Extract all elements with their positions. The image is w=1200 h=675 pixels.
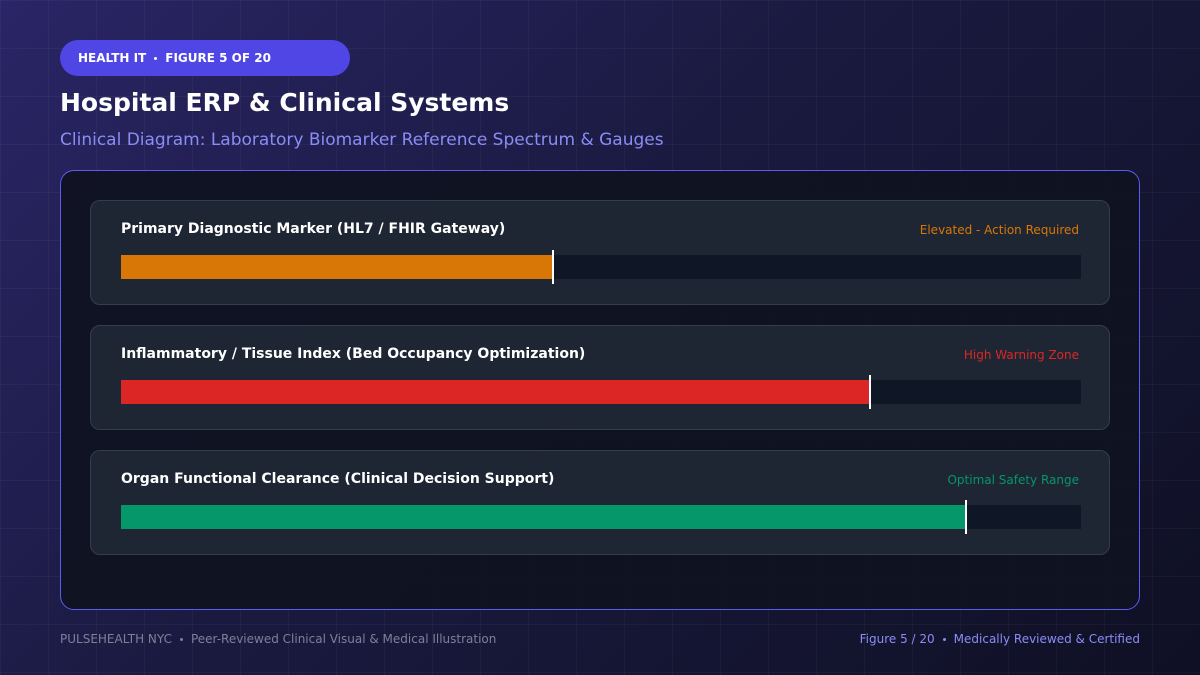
gauge-track xyxy=(121,375,1081,409)
subtitle: Clinical Diagram: Laboratory Biomarker R… xyxy=(60,130,664,150)
badge-text: HEALTH IT xyxy=(78,51,147,65)
footer-right: Figure 5 / 20 Medically Reviewed & Certi… xyxy=(860,632,1140,646)
gauge-track xyxy=(121,500,1081,534)
gauge-label: Organ Functional Clearance (Clinical Dec… xyxy=(121,471,555,487)
footer-text: Medically Reviewed & Certified xyxy=(953,632,1140,646)
gauge-status: Elevated - Action Required xyxy=(919,223,1079,237)
gauge-bar xyxy=(121,380,870,404)
gauge-panel: Primary Diagnostic Marker (HL7 / FHIR Ga… xyxy=(60,170,1140,610)
gauge-marker xyxy=(868,375,871,409)
separator xyxy=(179,637,183,641)
gauge-track xyxy=(121,250,1081,284)
footer-left: PULSEHEALTH NYC Peer-Reviewed Clinical V… xyxy=(60,632,496,646)
footer-text: PULSEHEALTH NYC xyxy=(60,632,172,646)
gauge-status: Optimal Safety Range xyxy=(947,473,1079,487)
gauge-card: Primary Diagnostic Marker (HL7 / FHIR Ga… xyxy=(90,200,1110,305)
gauge-marker xyxy=(964,500,967,534)
gauge-bar xyxy=(121,505,966,529)
title: Hospital ERP & Clinical Systems xyxy=(60,88,510,117)
separator xyxy=(154,56,158,60)
badge: HEALTH IT FIGURE 5 OF 20 xyxy=(60,40,350,76)
footer-text: Peer-Reviewed Clinical Visual & Medical … xyxy=(190,632,497,646)
gauge-status: High Warning Zone xyxy=(963,348,1079,362)
gauge-label: Primary Diagnostic Marker (HL7 / FHIR Ga… xyxy=(121,221,506,237)
gauge-marker xyxy=(552,250,554,284)
badge-text: FIGURE 5 OF 20 xyxy=(165,51,271,65)
separator xyxy=(942,637,946,641)
gauge-card: Organ Functional Clearance (Clinical Dec… xyxy=(90,450,1110,555)
gauge-label: Inflammatory / Tissue Index (Bed Occupan… xyxy=(121,346,586,362)
gauge-card: Inflammatory / Tissue Index (Bed Occupan… xyxy=(90,325,1110,430)
gauge-bar xyxy=(121,255,553,279)
footer-text: Figure 5 / 20 xyxy=(859,632,935,646)
